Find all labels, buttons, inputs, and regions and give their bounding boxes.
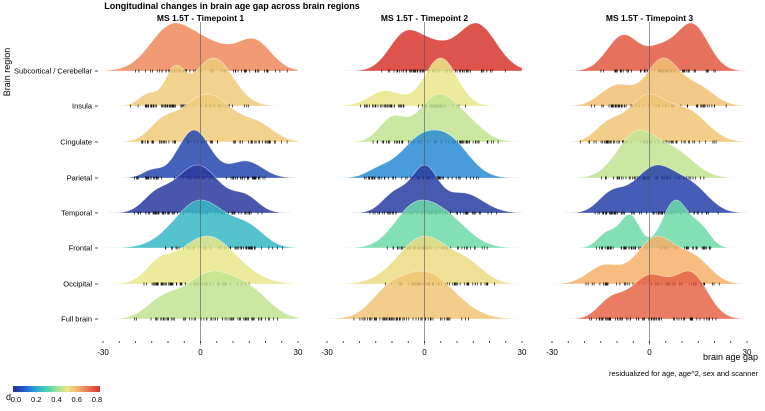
density-ridge [552, 199, 747, 249]
y-tick-label: Subcortical / Cerebellar [14, 67, 92, 76]
y-tick-label: Insula [72, 102, 93, 111]
x-tick-label: -30 [321, 348, 333, 357]
colorbar-gradient [13, 386, 100, 392]
x-tick-label: 0 [198, 348, 203, 357]
y-tick-label: Full brain [61, 315, 92, 324]
y-axis-labels: Subcortical / Cerebellar Insula Cingulate P… [14, 67, 98, 324]
y-axis-title: Brain region [2, 48, 12, 97]
colorbar-tick-label: 0.4 [51, 395, 61, 404]
panel-2: MS 1.5T - Timepoint 2 -30 0 30 [321, 13, 527, 357]
colorbar-tick-label: 0.8 [92, 395, 102, 404]
x-tick-label: -30 [546, 348, 558, 357]
y-tick-label: Occipital [63, 280, 92, 289]
colorbar-tick-label: 0.2 [31, 395, 41, 404]
panel-1: MS 1.5T - Timepoint 1 -30 0 30 [97, 13, 303, 357]
colorbar: d 0.0 0.2 0.4 0.6 0.8 [6, 386, 102, 404]
panel-title: MS 1.5T - Timepoint 2 [381, 13, 468, 23]
panel-3: MS 1.5T - Timepoint 3 -30 0 30 [546, 13, 752, 357]
x-tick-label: 0 [422, 348, 427, 357]
y-tick-label: Cingulate [60, 138, 92, 147]
y-tick-label: Temporal [61, 209, 92, 218]
x-tick-label: 30 [518, 348, 527, 357]
x-tick-label: 0 [647, 348, 652, 357]
colorbar-label: d [6, 392, 11, 402]
panel-title: MS 1.5T - Timepoint 3 [606, 13, 693, 23]
x-tick-label: 30 [743, 348, 752, 357]
colorbar-tick-label: 0.0 [11, 395, 21, 404]
colorbar-tick-label: 0.6 [72, 395, 82, 404]
x-tick-label: -30 [97, 348, 109, 357]
chart-title: Longitudinal changes in brain age gap ac… [104, 1, 360, 11]
x-tick-label: 30 [294, 348, 303, 357]
y-tick-label: Parietal [67, 174, 93, 183]
panel-title: MS 1.5T - Timepoint 1 [157, 13, 244, 23]
x-axis-subtitle: residualized for age, age^2, sex and sca… [609, 369, 759, 378]
y-tick-label: Frontal [69, 244, 93, 253]
x-axis-title: brain age gap [703, 352, 758, 362]
